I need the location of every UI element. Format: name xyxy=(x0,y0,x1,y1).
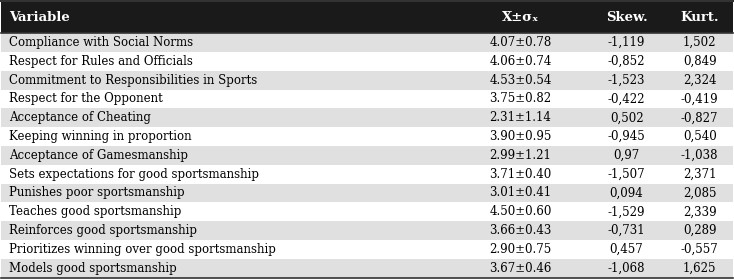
Text: 3.01±0.41: 3.01±0.41 xyxy=(490,186,552,199)
Text: 2,371: 2,371 xyxy=(683,168,716,181)
Text: Kurt.: Kurt. xyxy=(680,11,719,24)
Text: 2.90±0.75: 2.90±0.75 xyxy=(490,243,552,256)
Text: -1,523: -1,523 xyxy=(608,74,645,87)
Text: 0,849: 0,849 xyxy=(683,55,716,68)
Text: 0,540: 0,540 xyxy=(683,130,716,143)
Text: 0,289: 0,289 xyxy=(683,224,716,237)
Bar xyxy=(1,184,733,202)
Text: 2.99±1.21: 2.99±1.21 xyxy=(490,149,551,162)
Text: -1,119: -1,119 xyxy=(608,36,645,49)
Text: 3.90±0.95: 3.90±0.95 xyxy=(490,130,552,143)
Text: 0,97: 0,97 xyxy=(614,149,640,162)
Bar xyxy=(1,146,733,165)
Text: -1,038: -1,038 xyxy=(681,149,719,162)
Text: Prioritizes winning over good sportsmanship: Prioritizes winning over good sportsmans… xyxy=(9,243,275,256)
Text: -0,422: -0,422 xyxy=(608,92,645,105)
Bar xyxy=(1,33,733,52)
Bar xyxy=(1,165,733,184)
Bar xyxy=(1,108,733,127)
Text: Models good sportsmanship: Models good sportsmanship xyxy=(9,262,176,275)
Text: Reinforces good sportsmanship: Reinforces good sportsmanship xyxy=(9,224,197,237)
Bar xyxy=(1,52,733,71)
Text: 3.67±0.46: 3.67±0.46 xyxy=(490,262,552,275)
Text: Compliance with Social Norms: Compliance with Social Norms xyxy=(9,36,193,49)
Text: -1,507: -1,507 xyxy=(608,168,645,181)
Text: -0,557: -0,557 xyxy=(681,243,719,256)
Bar xyxy=(666,1,733,33)
Text: Sets expectations for good sportsmanship: Sets expectations for good sportsmanship xyxy=(9,168,258,181)
Text: Variable: Variable xyxy=(9,11,70,24)
Text: 0,457: 0,457 xyxy=(610,243,644,256)
Bar xyxy=(1,259,733,278)
Text: 3.71±0.40: 3.71±0.40 xyxy=(490,168,552,181)
Text: -1,529: -1,529 xyxy=(608,205,645,218)
Text: 3.75±0.82: 3.75±0.82 xyxy=(490,92,552,105)
Bar xyxy=(1,202,733,221)
Text: Keeping winning in proportion: Keeping winning in proportion xyxy=(9,130,192,143)
Text: -0,731: -0,731 xyxy=(608,224,645,237)
Text: Respect for the Opponent: Respect for the Opponent xyxy=(9,92,162,105)
Text: 3.66±0.43: 3.66±0.43 xyxy=(490,224,552,237)
Text: 2.31±1.14: 2.31±1.14 xyxy=(490,111,551,124)
Text: 0,094: 0,094 xyxy=(610,186,644,199)
Text: Respect for Rules and Officials: Respect for Rules and Officials xyxy=(9,55,192,68)
Text: -0,852: -0,852 xyxy=(608,55,645,68)
Text: 4.50±0.60: 4.50±0.60 xyxy=(490,205,552,218)
Bar xyxy=(1,240,733,259)
Text: 2,085: 2,085 xyxy=(683,186,716,199)
Text: Commitment to Responsibilities in Sports: Commitment to Responsibilities in Sports xyxy=(9,74,257,87)
Text: -1,068: -1,068 xyxy=(608,262,645,275)
Text: -0,419: -0,419 xyxy=(681,92,719,105)
Bar xyxy=(1,90,733,108)
Bar xyxy=(586,1,666,33)
Text: 2,324: 2,324 xyxy=(683,74,716,87)
Text: 2,339: 2,339 xyxy=(683,205,716,218)
Text: Punishes poor sportsmanship: Punishes poor sportsmanship xyxy=(9,186,184,199)
Text: Acceptance of Cheating: Acceptance of Cheating xyxy=(9,111,150,124)
Bar xyxy=(1,71,733,90)
Text: 4.07±0.78: 4.07±0.78 xyxy=(490,36,552,49)
Text: Skew.: Skew. xyxy=(606,11,647,24)
Text: 4.06±0.74: 4.06±0.74 xyxy=(490,55,552,68)
Bar xyxy=(455,1,586,33)
Bar xyxy=(1,1,455,33)
Text: 1,502: 1,502 xyxy=(683,36,716,49)
Text: -0,945: -0,945 xyxy=(608,130,645,143)
Text: X̅±σₓ: X̅±σₓ xyxy=(502,11,539,24)
Text: 1,625: 1,625 xyxy=(683,262,716,275)
Bar xyxy=(1,221,733,240)
Text: Teaches good sportsmanship: Teaches good sportsmanship xyxy=(9,205,181,218)
Bar xyxy=(1,127,733,146)
Text: 4.53±0.54: 4.53±0.54 xyxy=(490,74,552,87)
Text: 0,502: 0,502 xyxy=(610,111,644,124)
Text: -0,827: -0,827 xyxy=(681,111,719,124)
Text: Acceptance of Gamesmanship: Acceptance of Gamesmanship xyxy=(9,149,188,162)
